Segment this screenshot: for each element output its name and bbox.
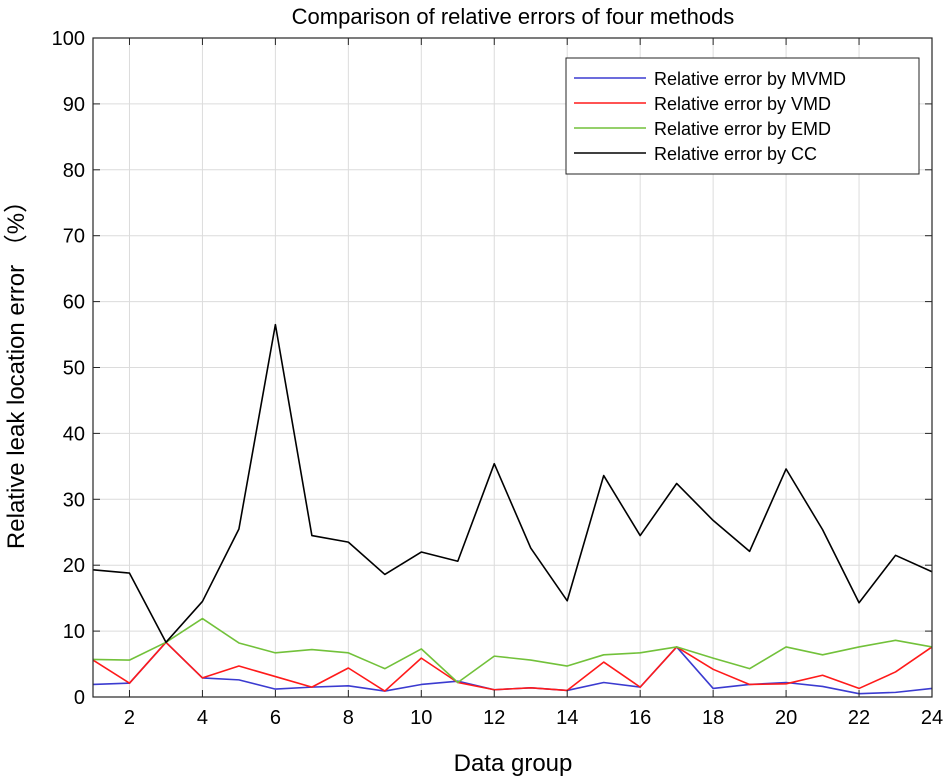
series-line-relative-error-by-vmd: [92, 641, 933, 692]
y-tick-label: 50: [63, 358, 85, 380]
y-tick-label: 20: [63, 555, 85, 577]
legend-label: Relative error by VMD: [654, 94, 831, 114]
x-tick-label: 4: [197, 707, 208, 729]
x-tick-label: 14: [556, 707, 578, 729]
x-tick-label: 6: [270, 707, 281, 729]
legend-label: Relative error by MVMD: [654, 69, 846, 89]
y-tick-label: 60: [63, 292, 85, 314]
x-tick-label: 12: [483, 707, 505, 729]
series-line-relative-error-by-cc: [92, 323, 933, 644]
y-axis-ticks: 0 10 20 30 40 50 60 70 80 90 100: [52, 28, 932, 709]
legend: Relative error by MVMD Relative error by …: [565, 57, 920, 175]
y-tick-label: 70: [63, 226, 85, 248]
series-layer: [92, 323, 933, 695]
y-tick-label: 80: [63, 160, 85, 182]
y-tick-label: 100: [52, 28, 85, 50]
y-tick-label: 10: [63, 621, 85, 643]
y-tick-label: 40: [63, 423, 85, 445]
y-tick-label: 0: [74, 687, 85, 709]
x-tick-label: 2: [124, 707, 135, 729]
y-tick-label: 30: [63, 489, 85, 511]
series-line-relative-error-by-emd: [92, 617, 933, 684]
legend-label: Relative error by EMD: [654, 119, 831, 139]
x-tick-label: 20: [775, 707, 797, 729]
x-tick-label: 24: [921, 707, 943, 729]
x-tick-label: 10: [410, 707, 432, 729]
x-tick-label: 18: [702, 707, 724, 729]
chart-title: Comparison of relative errors of four me…: [292, 4, 735, 29]
x-tick-label: 16: [629, 707, 651, 729]
y-axis-label: Relative leak location error （%）: [3, 189, 30, 549]
legend-label: Relative error by CC: [654, 144, 817, 164]
x-tick-label: 22: [848, 707, 870, 729]
x-axis-ticks: 2 4 6 8 10 12 14 16 18 20 22 24: [124, 38, 943, 729]
x-axis-label: Data group: [454, 750, 573, 777]
series-line-relative-error-by-mvmd: [92, 641, 933, 695]
x-tick-label: 8: [343, 707, 354, 729]
y-tick-label: 90: [63, 94, 85, 116]
